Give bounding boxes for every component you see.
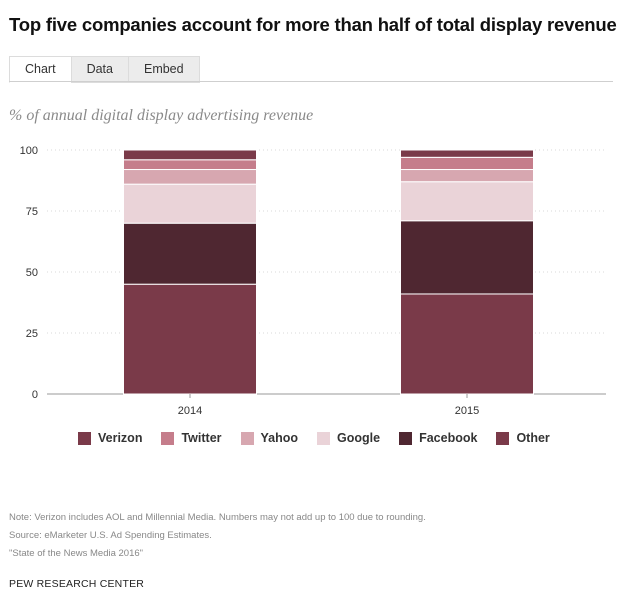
y-tick-label: 100 [20, 145, 38, 157]
bar-segment-google [123, 183, 257, 224]
legend-swatch [496, 431, 510, 445]
tab-bar: Chart Data Embed [9, 56, 200, 83]
bar-segment-twitter [400, 156, 534, 171]
legend-label: Google [337, 431, 381, 445]
bar-segment-facebook [123, 222, 257, 285]
legend-swatch [399, 431, 413, 445]
legend-item-facebook: Facebook [399, 431, 477, 445]
bar-segment-google [400, 181, 534, 222]
bar-segment-other [400, 293, 534, 395]
y-tick-label: 75 [26, 206, 38, 218]
chart-legend: Verizon Twitter Yahoo Google Facebook Other [78, 431, 569, 445]
legend-item-twitter: Twitter [161, 431, 222, 445]
tab-divider [9, 81, 613, 82]
y-tick-label: 25 [26, 328, 38, 340]
bar-segment-yahoo [123, 169, 257, 185]
legend-swatch [240, 431, 254, 445]
tab-data[interactable]: Data [70, 56, 128, 83]
bar-segment-facebook [400, 220, 534, 295]
legend-label: Verizon [98, 431, 143, 445]
chart-notes: Note: Verizon includes AOL and Millennia… [9, 509, 426, 563]
y-tick-label: 50 [26, 267, 38, 279]
legend-swatch [78, 431, 91, 445]
legend-swatch [161, 431, 175, 445]
note-text: Note: Verizon includes AOL and Millennia… [9, 512, 426, 523]
legend-item-yahoo: Yahoo [240, 431, 299, 445]
report-text: "State of the News Media 2016" [9, 548, 144, 559]
bar-segment-yahoo [400, 169, 534, 183]
source-text: Source: eMarketer U.S. Ad Spending Estim… [9, 530, 212, 541]
bar-segment-twitter [123, 159, 257, 171]
bar-segment-verizon [123, 149, 257, 161]
tab-embed[interactable]: Embed [127, 56, 200, 83]
legend-label: Twitter [181, 431, 222, 445]
brand-logo-text: PEW RESEARCH CENTER [9, 578, 145, 590]
legend-item-verizon: Verizon [78, 431, 142, 445]
legend-label: Yahoo [260, 431, 299, 445]
legend-label: Other [516, 431, 550, 445]
tab-chart[interactable]: Chart [9, 56, 71, 83]
bar-segment-verizon [400, 149, 534, 158]
x-tick-label: 2014 [178, 405, 202, 417]
chart-subtitle: % of annual digital display advertising … [9, 107, 314, 124]
chart-title: Top five companies account for more than… [9, 14, 617, 35]
x-tick-label: 2015 [455, 405, 479, 417]
legend-item-google: Google [317, 431, 380, 445]
legend-item-other: Other [496, 431, 550, 445]
y-tick-label: 0 [32, 389, 38, 401]
legend-swatch [317, 431, 331, 445]
legend-label: Facebook [419, 431, 478, 445]
stacked-bar-chart: 0 25 50 75 100 2014 2015 [20, 145, 606, 417]
bar-segment-other [123, 283, 257, 395]
